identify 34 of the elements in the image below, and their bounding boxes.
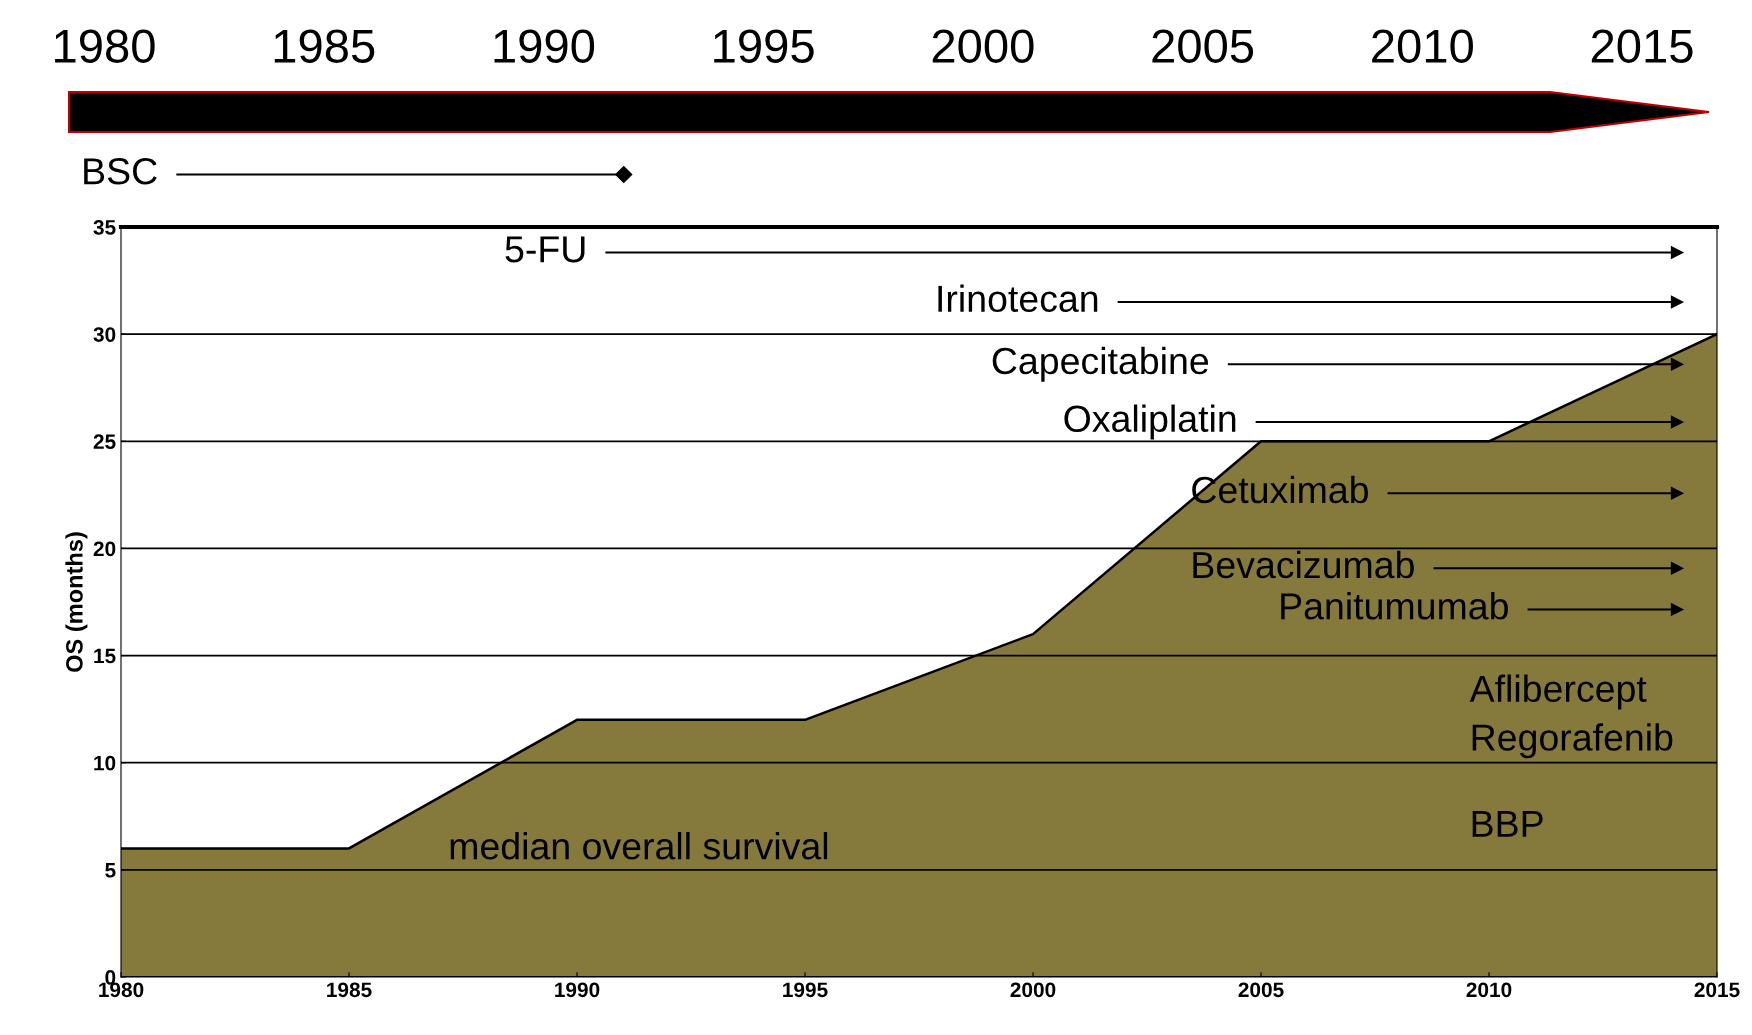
x2-tick-label: 1980 <box>55 29 155 63</box>
annotation: Aflibercept <box>1469 674 1647 710</box>
x-tick-label: 2015 <box>1694 982 1740 998</box>
annotation: Panitumumab <box>1281 592 1508 620</box>
x-tick-label: 2000 <box>1010 982 1056 998</box>
annotation: median overall survival <box>450 832 828 860</box>
annotation: Oxaliplatin <box>1064 404 1236 440</box>
annotation: Irinotecan <box>938 284 1098 313</box>
annotation: BBP <box>1472 810 1543 837</box>
annotation: Regorafenib <box>1472 723 1673 759</box>
y-tick-label: 20 <box>93 541 116 557</box>
x-tick-label: 1985 <box>327 982 372 998</box>
x2-tick-label: 1995 <box>714 29 814 63</box>
x2-tick-label: 2015 <box>1591 29 1693 63</box>
x2-tick-label: 1985 <box>274 29 375 63</box>
y-tick-label: 5 <box>105 863 116 878</box>
y-tick-label: 30 <box>93 327 116 342</box>
annotation: 5-FU <box>505 236 585 263</box>
y-tick-label: 35 <box>93 220 116 235</box>
y-axis-title: OS (months) <box>65 532 88 672</box>
x2-tick-label: 2000 <box>932 29 1034 63</box>
x-tick-label: 2005 <box>1238 982 1284 998</box>
annotation: Capecitabine <box>992 346 1209 382</box>
annotation: Bevacizumab <box>1193 550 1414 579</box>
x-tick-label: 2010 <box>1466 982 1512 998</box>
y-tick-label: 10 <box>94 755 116 771</box>
x-tick-label: 1995 <box>783 982 828 998</box>
y-tick-label: 15 <box>94 648 116 664</box>
x2-tick-label: 2005 <box>1152 29 1254 63</box>
x-tick-label: 1990 <box>555 982 600 998</box>
x2-tick-label: 2010 <box>1372 29 1473 63</box>
x2-tick-label: 1990 <box>494 29 595 63</box>
text: BSC <box>84 158 157 185</box>
y-tick-label: 25 <box>93 434 116 450</box>
